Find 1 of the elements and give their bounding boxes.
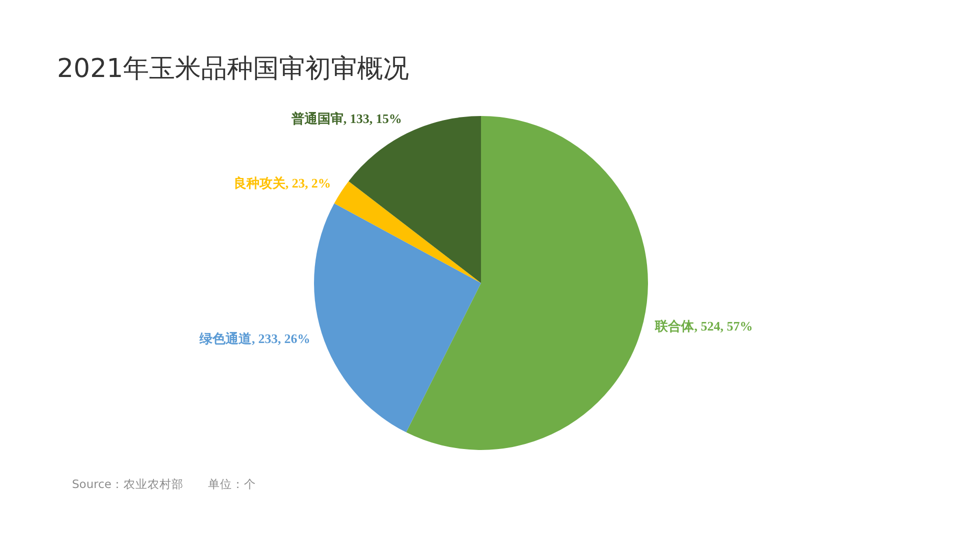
title: 2021年玉米品种国审初审概况 [57,54,410,84]
